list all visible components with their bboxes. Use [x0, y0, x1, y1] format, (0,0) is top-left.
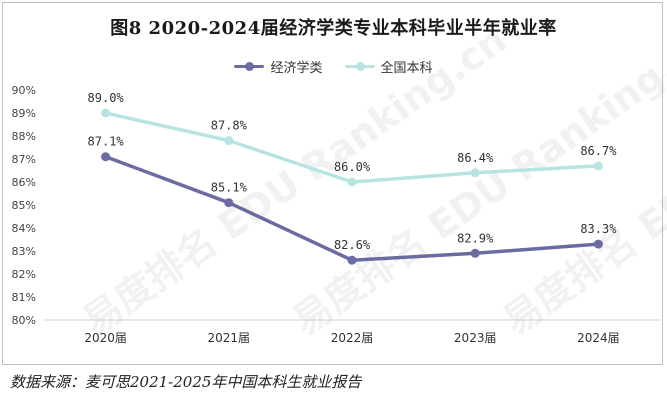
y-tick-label: 87% [12, 153, 36, 166]
line-chart: 80% 81% 82% 83% 84% 85% 86% 87% 88% 89% 90% 2020届 20… [12, 84, 660, 345]
chart-title: 图8 2020-2024届经济学类专业本科毕业半年就业率 [110, 18, 557, 39]
data-point-series-2 [470, 168, 480, 178]
y-tick-label: 81% [12, 291, 36, 304]
data-label-series-1: 83.3% [580, 222, 617, 236]
x-tick-label: 2020届 [84, 331, 127, 345]
y-tick-label: 82% [12, 268, 36, 281]
chart-legend: 经济学类 全国本科 [0, 56, 667, 76]
x-tick-label: 2023届 [454, 331, 497, 345]
data-point-series-1 [224, 198, 234, 208]
y-tick-label: 88% [12, 130, 36, 143]
data-label-series-1: 85.1% [211, 181, 248, 195]
data-point-series-1 [593, 239, 603, 249]
y-tick-label: 84% [12, 222, 36, 235]
x-tick-label: 2024届 [577, 331, 620, 345]
data-label-series-2: 87.8% [211, 119, 248, 133]
data-label-series-2: 89.0% [88, 91, 125, 105]
legend-label-series-2: 全国本科 [380, 60, 433, 76]
legend-item-series-2: 全国本科 [344, 57, 433, 76]
data-label-series-1: 82.9% [457, 231, 494, 245]
data-point-series-1 [470, 248, 480, 258]
legend-label-series-1: 经济学类 [270, 60, 323, 76]
y-tick-label: 86% [12, 176, 36, 189]
y-tick-label: 80% [12, 314, 36, 327]
data-point-series-2 [224, 136, 234, 146]
data-point-series-1 [347, 255, 357, 265]
y-tick-label: 90% [12, 84, 36, 97]
data-point-series-2 [593, 161, 603, 171]
data-label-series-2: 86.7% [580, 144, 617, 158]
data-label-series-1: 87.1% [88, 135, 125, 149]
data-point-series-2 [347, 177, 357, 187]
source-note: 数据来源：麦可思2021-2025年中国本科生就业报告 [10, 373, 362, 391]
x-tick-label: 2021届 [208, 331, 251, 345]
data-label-series-2: 86.0% [334, 160, 371, 174]
y-tick-label: 83% [12, 245, 36, 258]
chart-frame [2, 2, 663, 365]
y-tick-label: 85% [12, 199, 36, 212]
legend-item-series-1: 经济学类 [234, 57, 323, 76]
legend-swatch-series-2 [344, 61, 375, 71]
data-point-series-1 [101, 152, 111, 162]
y-tick-label: 89% [12, 107, 36, 120]
data-point-series-2 [101, 108, 111, 118]
legend-swatch-series-1 [234, 61, 265, 71]
data-label-series-2: 86.4% [457, 151, 494, 165]
x-tick-label: 2022届 [331, 331, 374, 345]
data-label-series-1: 82.6% [334, 238, 371, 252]
